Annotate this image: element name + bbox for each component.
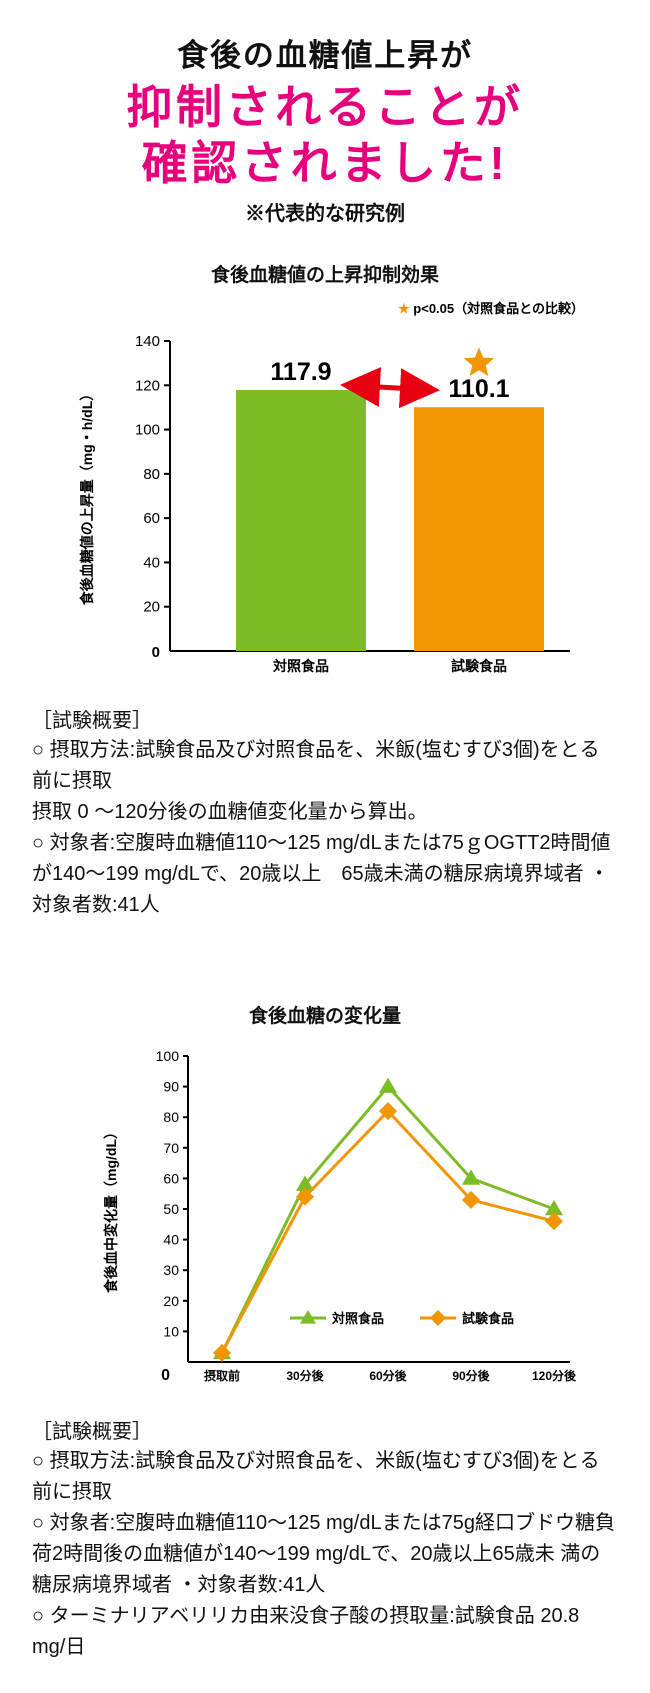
svg-text:試験食品: 試験食品 <box>451 658 507 674</box>
svg-text:80: 80 <box>143 466 160 483</box>
svg-text:試験食品: 試験食品 <box>462 1311 514 1326</box>
svg-text:30: 30 <box>163 1262 179 1278</box>
svg-text:40: 40 <box>143 555 160 572</box>
bar-chart: ★ p<0.05（対照食品との比較） 20 40 60 80 100 120 140 0 食後血糖… <box>60 295 590 685</box>
svg-text:117.9: 117.9 <box>270 358 331 386</box>
svg-text:10: 10 <box>163 1324 179 1340</box>
svg-text:90分後: 90分後 <box>452 1368 490 1383</box>
svg-text:110.1: 110.1 <box>448 375 509 403</box>
desc2-body: ○ 摂取方法:試験食品及び対照食品を、米飯(塩むすび3個)をとる前に摂取○ 対象… <box>32 1446 618 1663</box>
svg-text:120: 120 <box>135 378 160 395</box>
svg-text:80: 80 <box>163 1109 179 1125</box>
svg-text:★ p<0.05（対照食品との比較）: ★ p<0.05（対照食品との比較） <box>398 301 584 316</box>
bar-chart-title: 食後血糖値の上昇抑制効果 <box>32 260 618 287</box>
svg-text:140: 140 <box>135 333 160 350</box>
heading-top: 食後の血糖値上昇が <box>32 30 618 75</box>
svg-text:60: 60 <box>143 510 160 527</box>
svg-text:50: 50 <box>163 1201 179 1217</box>
line-chart: 10 20 30 40 50 60 70 80 90 100 0 摂取前 30分後 60分後 90分後 120… <box>60 1036 590 1396</box>
svg-text:90: 90 <box>163 1079 179 1095</box>
svg-text:対照食品: 対照食品 <box>331 1311 384 1326</box>
heading-main: 抑制されることが確認されました! <box>32 79 618 191</box>
desc1-body: ○ 摂取方法:試験食品及び対照食品を、米飯(塩むすび3個)をとる前に摂取摂取 0… <box>32 735 618 921</box>
svg-text:食後血中変化量（mg/dL）: 食後血中変化量（mg/dL） <box>103 1125 119 1293</box>
svg-text:対照食品: 対照食品 <box>272 658 329 674</box>
svg-text:食後血糖値の上昇量（mg・h/dL）: 食後血糖値の上昇量（mg・h/dL） <box>79 387 95 606</box>
svg-text:30分後: 30分後 <box>286 1368 324 1383</box>
svg-text:0: 0 <box>161 1367 170 1384</box>
svg-text:0: 0 <box>152 644 160 661</box>
svg-text:摂取前: 摂取前 <box>204 1368 240 1383</box>
svg-text:100: 100 <box>156 1048 180 1064</box>
heading-note: ※代表的な研究例 <box>32 197 618 226</box>
svg-text:40: 40 <box>163 1232 179 1248</box>
line-chart-title: 食後血糖の変化量 <box>32 1001 618 1028</box>
svg-text:20: 20 <box>163 1293 179 1309</box>
svg-text:70: 70 <box>163 1140 179 1156</box>
svg-text:60: 60 <box>163 1171 179 1187</box>
desc2-header: ［試験概要］ <box>32 1415 618 1444</box>
svg-text:120分後: 120分後 <box>532 1368 577 1383</box>
desc1-header: ［試験概要］ <box>32 704 618 733</box>
svg-text:20: 20 <box>143 599 160 616</box>
svg-text:60分後: 60分後 <box>369 1368 407 1383</box>
svg-text:100: 100 <box>135 422 160 439</box>
